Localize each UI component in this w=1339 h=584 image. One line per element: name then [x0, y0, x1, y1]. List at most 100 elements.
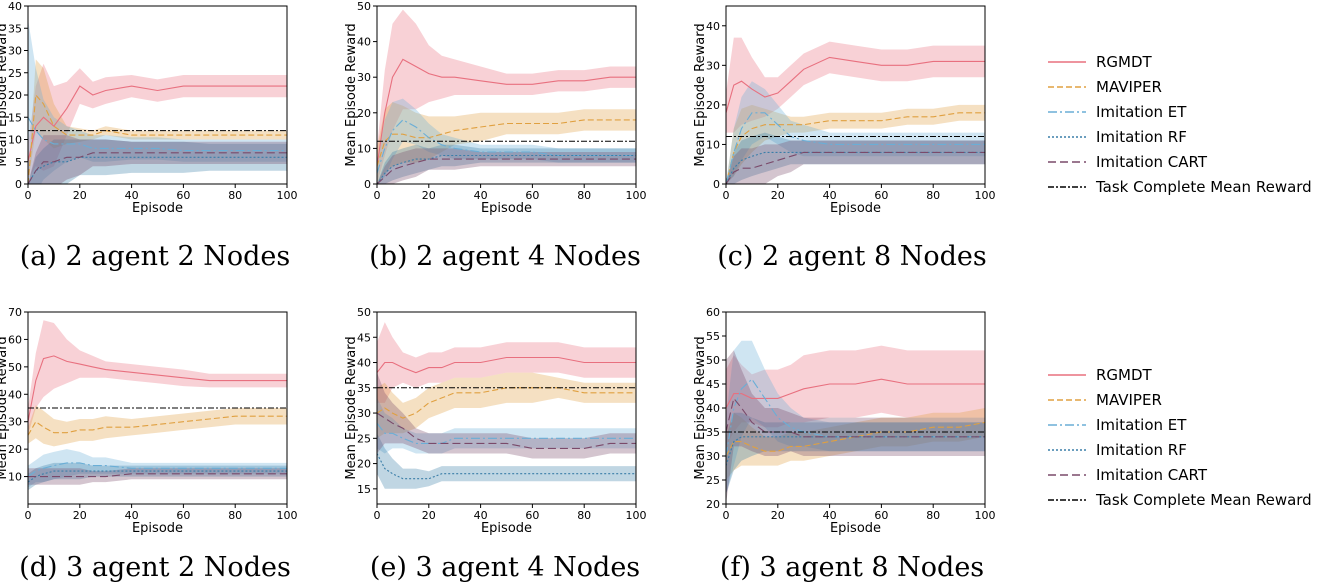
legend-label: Task Complete Mean Reward: [1095, 178, 1312, 196]
axes-frame: [725, 5, 986, 185]
y-tick-label: 10: [706, 138, 720, 151]
x-tick-label: 60: [176, 509, 190, 522]
band-rgmdt: [28, 320, 287, 436]
x-tick-label: 60: [176, 189, 190, 202]
plot-area: [377, 9, 636, 184]
y-tick-label: 20: [706, 99, 720, 112]
band-rgmdt: [726, 345, 985, 447]
y-tick-label: 20: [706, 498, 720, 511]
line-imitation-cart: [726, 397, 985, 438]
plot-area: [726, 37, 985, 184]
line-imitation-et: [377, 422, 636, 444]
x-tick-label: 20: [422, 509, 436, 522]
y-tick-label: 10: [8, 471, 22, 484]
line-imitation-et: [726, 112, 985, 184]
axes-frame: [376, 311, 637, 505]
x-axis-label: Episode: [132, 201, 183, 216]
line-maviper: [28, 415, 287, 436]
subfigure-caption: (e) 3 agent 4 Nodes: [370, 552, 640, 583]
line-maviper: [726, 421, 985, 457]
line-rgmdt: [377, 58, 636, 167]
x-tick-label: 100: [975, 509, 996, 522]
subfigure-caption: (f) 3 agent 8 Nodes: [720, 552, 984, 583]
x-tick-label: 60: [525, 189, 539, 202]
x-axis-label: Episode: [481, 201, 532, 216]
chart-panel-d: 0 20 40 60 80 100 10 20 30 40 50 60 70 Episode Mean Ep…: [0, 306, 298, 583]
legend-label: MAVIPER: [1096, 391, 1162, 409]
x-tick-label: 80: [926, 509, 940, 522]
legend-label: Imitation RF: [1096, 128, 1187, 146]
x-tick-label: 20: [771, 509, 785, 522]
y-tick-label: 30: [706, 450, 720, 463]
band-imitation-cart: [726, 140, 985, 184]
y-tick-label: 40: [357, 36, 371, 49]
y-tick-label: 45: [357, 331, 371, 344]
y-tick-label: 50: [357, 306, 371, 319]
chart-panel-b: 0 20 40 60 80 100 0 10 20 30 40 50 Episode Mean Episo…: [344, 0, 647, 272]
y-tick-label: 15: [8, 111, 22, 124]
y-tick-label: 10: [357, 142, 371, 155]
line-imitation-cart: [377, 158, 636, 184]
y-axis-label: Mean Episode Reward: [344, 336, 359, 479]
x-tick-label: 40: [474, 189, 488, 202]
x-tick-label: 40: [125, 509, 139, 522]
y-tick-label: 20: [8, 443, 22, 456]
x-tick-label: 40: [125, 189, 139, 202]
x-tick-label: 20: [771, 189, 785, 202]
line-imitation-et: [28, 117, 287, 152]
y-tick-label: 40: [8, 0, 22, 13]
y-tick-label: 30: [8, 416, 22, 429]
subfigure-caption: (c) 2 agent 8 Nodes: [717, 241, 986, 272]
line-rgmdt: [28, 85, 287, 162]
band-rgmdt: [377, 322, 636, 403]
y-tick-label: 60: [706, 306, 720, 319]
x-axis-label: Episode: [132, 521, 183, 536]
line-rgmdt: [377, 356, 636, 374]
y-tick-label: 50: [357, 0, 371, 13]
y-tick-label: 35: [706, 426, 720, 439]
line-maviper: [726, 112, 985, 184]
legend-label: RGMDT: [1096, 53, 1153, 71]
plot-area: [28, 320, 287, 491]
axes-frame: [376, 5, 637, 185]
line-imitation-cart: [726, 151, 985, 184]
y-tick-label: 5: [15, 156, 22, 169]
x-tick-label: 80: [228, 189, 242, 202]
legend-label: RGMDT: [1096, 366, 1153, 384]
y-axis-label: Mean Episode Reward: [693, 336, 708, 479]
x-tick-label: 100: [626, 189, 647, 202]
x-tick-label: 80: [577, 189, 591, 202]
x-tick-label: 60: [874, 509, 888, 522]
y-tick-label: 30: [357, 71, 371, 84]
legend-label: Imitation CART: [1096, 153, 1208, 171]
y-tick-label: 40: [706, 20, 720, 33]
line-maviper: [377, 119, 636, 167]
x-tick-label: 0: [374, 509, 381, 522]
axes-frame: [27, 311, 288, 505]
line-imitation-rf: [377, 154, 636, 184]
y-tick-label: 20: [357, 458, 371, 471]
y-tick-label: 30: [706, 59, 720, 72]
x-tick-label: 40: [474, 509, 488, 522]
band-imitation-cart: [377, 372, 636, 459]
line-imitation-rf: [28, 156, 287, 184]
x-tick-label: 60: [874, 189, 888, 202]
subfigure-caption: (a) 2 agent 2 Nodes: [20, 241, 290, 272]
line-imitation-cart: [28, 152, 287, 184]
x-tick-label: 100: [277, 509, 298, 522]
chart-panel-a: 0 20 40 60 80 1000510152025303540EpisodeMean …: [0, 0, 298, 272]
y-tick-label: 10: [8, 134, 22, 147]
y-tick-label: 35: [357, 382, 371, 395]
band-imitation-rf: [377, 433, 636, 489]
band-imitation-cart: [377, 148, 636, 184]
legend-label: MAVIPER: [1096, 78, 1162, 96]
y-axis-label: Mean Episode Reward: [344, 23, 359, 166]
legend-label: Imitation RF: [1096, 441, 1187, 459]
y-tick-label: 0: [713, 178, 720, 191]
band-imitation-cart: [28, 135, 287, 184]
y-tick-label: 45: [706, 378, 720, 391]
y-tick-label: 50: [8, 361, 22, 374]
x-axis-label: Episode: [830, 201, 881, 216]
y-tick-label: 40: [706, 402, 720, 415]
chart-panel-e: 0 20 40 60 80 100 15 20 25 30 35 40 45 50 Episode Mean …: [344, 306, 647, 583]
